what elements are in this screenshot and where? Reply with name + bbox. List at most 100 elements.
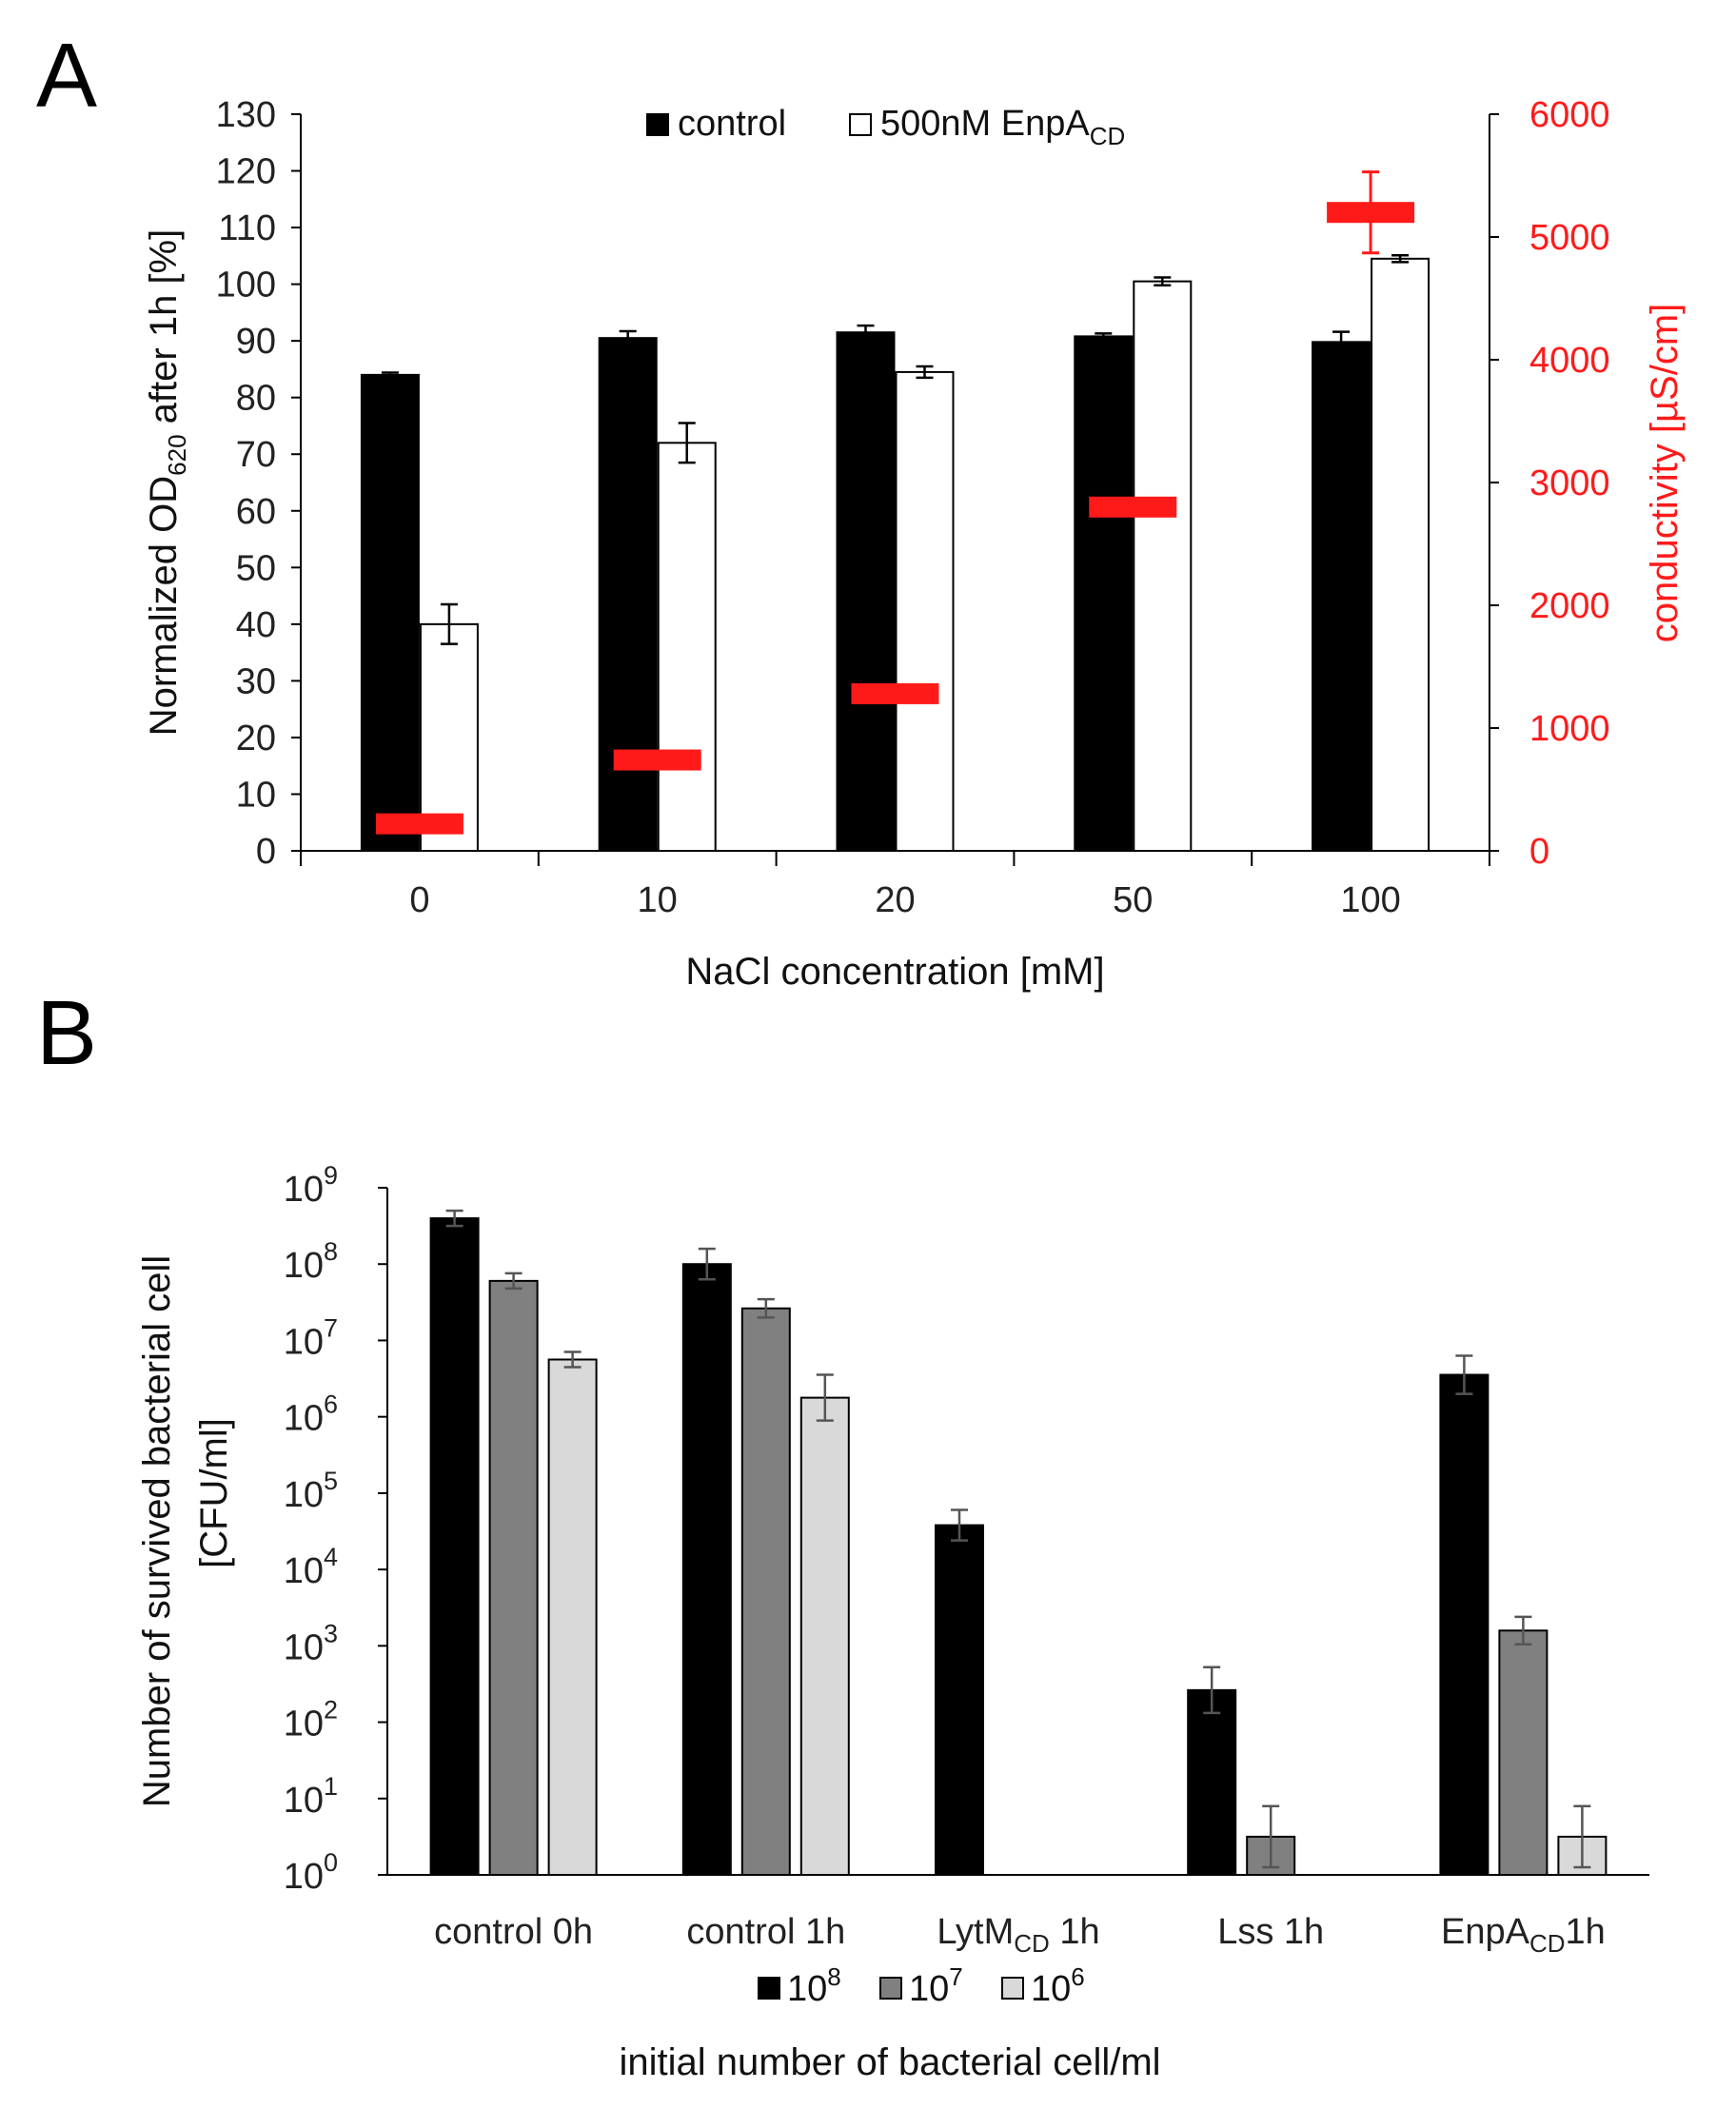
panel-label-a: A: [36, 25, 97, 127]
b-ytick-base: 10: [284, 1399, 324, 1439]
b-legend-label-6: 106: [1031, 1962, 1085, 2009]
b-bar-8: [1187, 1688, 1237, 1876]
a-category-label: 10: [638, 880, 678, 920]
a-y2tick-label: 1000: [1529, 709, 1610, 749]
a-conductivity-marker: [613, 749, 701, 771]
a-ytick-label: 110: [218, 208, 276, 248]
a-bar-enpa: [1371, 257, 1430, 853]
b-ytick-base: 10: [284, 1551, 324, 1591]
a-ytick-label: 80: [236, 379, 276, 419]
a-bar-control: [836, 331, 896, 852]
a-y2tick-label: 6000: [1529, 95, 1610, 135]
b-bar-7: [1498, 1629, 1549, 1877]
a-ytick-label: 20: [236, 719, 276, 759]
b-category-main: control 0h: [434, 1912, 593, 1952]
b-category-tail: 1h: [1566, 1912, 1606, 1952]
b-ytick-label: 102: [284, 1696, 338, 1744]
b-category-main: EnpA: [1441, 1912, 1530, 1952]
b-ytick-label: 100: [284, 1848, 338, 1897]
b-bar-8: [1439, 1373, 1489, 1876]
b-ytick-exp: 2: [324, 1696, 338, 1725]
a-legend-enpa-main: 500nM EnpA: [880, 104, 1090, 144]
a-legend-swatch-enpa: [849, 113, 872, 136]
b-ytick-label: 105: [284, 1467, 338, 1515]
a-ylabel-sub: 620: [163, 434, 191, 475]
b-ytick-label: 103: [284, 1619, 338, 1667]
b-ytick-base: 10: [284, 1170, 324, 1210]
b-legend-base: 10: [1031, 1969, 1071, 2009]
b-bar-8: [429, 1217, 480, 1876]
a-ytick-label: 90: [236, 322, 276, 362]
b-legend-swatch-7: [879, 1977, 902, 2000]
a-ytick-label: 60: [236, 492, 276, 532]
a-y2tick-label: 4000: [1529, 341, 1610, 381]
b-legend-exp: 6: [1071, 1962, 1084, 1991]
a-bar-control: [1074, 335, 1134, 853]
a-ytick-label: 100: [216, 266, 276, 306]
b-bar-7: [740, 1307, 791, 1876]
b-bar-7: [488, 1279, 539, 1876]
a-y2tick-label: 0: [1529, 832, 1549, 872]
b-ytick-exp: 5: [324, 1467, 338, 1495]
b-ytick-exp: 1: [324, 1772, 338, 1801]
b-y-axis-title-line1: Number of survived bacterial cell: [136, 1255, 178, 1807]
b-ytick-label: 106: [284, 1390, 338, 1439]
b-ytick-base: 10: [284, 1322, 324, 1362]
b-category-label: control 1h: [686, 1912, 845, 1952]
b-legend-exp: 7: [949, 1962, 962, 1991]
a-y2tick-label: 2000: [1529, 586, 1610, 626]
a-y2-axis-title: conductivity [µS/cm]: [1644, 304, 1686, 642]
b-ytick-base: 10: [284, 1627, 324, 1667]
b-ytick-label: 107: [284, 1313, 338, 1362]
b-category-sub: CD: [1529, 1929, 1566, 1958]
b-bar-6: [799, 1396, 850, 1876]
a-conductivity-marker: [851, 682, 939, 704]
b-ytick-exp: 7: [324, 1313, 338, 1342]
chart-a: 0102030405060708090100110120130010002000…: [143, 95, 1686, 993]
a-ytick-label: 50: [236, 548, 276, 588]
b-category-tail: 1h: [1050, 1912, 1100, 1952]
b-category-main: LytM: [937, 1912, 1014, 1952]
a-legend-enpa-sub: CD: [1090, 122, 1126, 150]
a-legend-swatch-control: [646, 113, 669, 136]
a-category-label: 50: [1113, 880, 1153, 920]
b-y-axis-title-line2: [CFU/ml]: [193, 1418, 235, 1568]
b-ytick-exp: 4: [324, 1543, 338, 1571]
b-legend-base: 10: [909, 1969, 949, 2009]
b-category-label: control 0h: [434, 1912, 593, 1952]
a-bar-enpa: [895, 370, 955, 852]
b-ytick-base: 10: [284, 1781, 324, 1821]
a-y-axis-title: Normalized OD620 after 1h [%]: [143, 229, 191, 736]
a-ytick-label: 40: [236, 605, 276, 645]
a-y2tick-label: 5000: [1529, 218, 1610, 258]
b-ytick-exp: 9: [324, 1161, 338, 1190]
b-category-label: EnpACD1h: [1441, 1912, 1606, 1958]
b-legend-label-7: 107: [909, 1962, 963, 2009]
a-bar-control: [598, 337, 658, 852]
a-x-axis-title: NaCl concentration [mM]: [685, 951, 1104, 993]
a-category-label: 20: [875, 880, 915, 920]
a-ytick-label: 70: [236, 435, 276, 475]
b-category-main: Lss 1h: [1217, 1912, 1324, 1952]
a-bar-control: [360, 373, 420, 852]
a-conductivity-marker: [375, 813, 464, 835]
a-ytick-label: 10: [236, 775, 276, 815]
a-category-label: 100: [1340, 880, 1400, 920]
b-ytick-exp: 6: [324, 1390, 338, 1419]
b-ytick-label: 101: [284, 1772, 338, 1821]
b-legend-swatch-6: [1001, 1977, 1024, 2000]
b-ytick-base: 10: [284, 1246, 324, 1286]
a-legend-label-control: control: [678, 104, 786, 144]
b-category-sub: CD: [1014, 1929, 1050, 1958]
b-category-label: LytMCD 1h: [937, 1912, 1099, 1958]
a-bar-control: [1312, 341, 1371, 852]
panel-label-b: B: [36, 982, 97, 1084]
a-ylabel-prefix: Normalized OD: [143, 476, 185, 736]
b-legend-label-8: 108: [787, 1962, 841, 2009]
a-ytick-label: 130: [216, 95, 276, 135]
b-bar-8: [935, 1524, 984, 1877]
b-bar-8: [681, 1263, 732, 1876]
a-ylabel-suffix: after 1h [%]: [143, 229, 185, 435]
a-category-label: 0: [409, 880, 429, 920]
